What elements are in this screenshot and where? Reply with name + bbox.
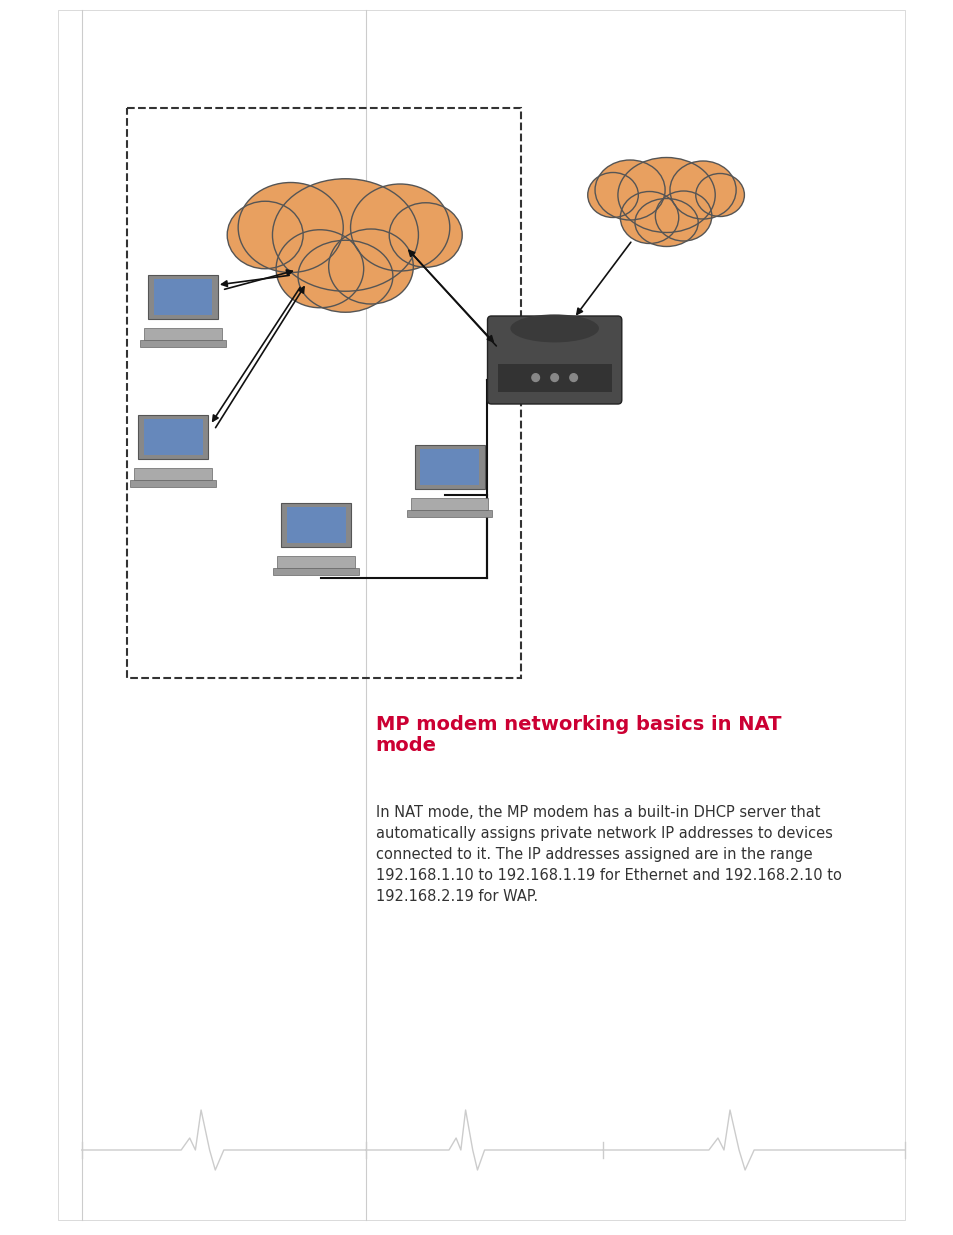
Ellipse shape	[595, 161, 664, 220]
Ellipse shape	[587, 173, 638, 217]
Ellipse shape	[619, 191, 678, 243]
FancyBboxPatch shape	[58, 10, 904, 1220]
Circle shape	[532, 374, 538, 382]
FancyBboxPatch shape	[277, 556, 355, 568]
FancyBboxPatch shape	[287, 508, 345, 542]
FancyBboxPatch shape	[131, 480, 215, 487]
FancyBboxPatch shape	[419, 450, 478, 485]
Circle shape	[569, 374, 577, 382]
Text: In NAT mode, the MP modem has a built-in DHCP server that
automatically assigns : In NAT mode, the MP modem has a built-in…	[375, 805, 841, 904]
Ellipse shape	[329, 228, 413, 304]
FancyBboxPatch shape	[415, 445, 484, 489]
Ellipse shape	[669, 161, 736, 219]
Ellipse shape	[297, 241, 393, 312]
Ellipse shape	[238, 183, 343, 273]
FancyBboxPatch shape	[487, 316, 621, 404]
FancyBboxPatch shape	[144, 420, 202, 454]
Ellipse shape	[227, 201, 303, 269]
FancyBboxPatch shape	[134, 468, 212, 480]
FancyBboxPatch shape	[144, 329, 222, 340]
FancyBboxPatch shape	[281, 503, 351, 547]
Text: MP modem networking basics in NAT
mode: MP modem networking basics in NAT mode	[375, 715, 781, 756]
Ellipse shape	[618, 158, 715, 232]
Ellipse shape	[389, 203, 462, 267]
FancyBboxPatch shape	[274, 568, 358, 574]
Ellipse shape	[655, 191, 711, 241]
Ellipse shape	[510, 315, 598, 342]
FancyBboxPatch shape	[410, 498, 488, 510]
Bar	[127, 107, 520, 678]
FancyBboxPatch shape	[138, 415, 208, 459]
Circle shape	[550, 374, 558, 382]
Ellipse shape	[695, 173, 743, 216]
Ellipse shape	[635, 199, 698, 247]
Ellipse shape	[273, 179, 418, 291]
FancyBboxPatch shape	[497, 364, 611, 391]
FancyBboxPatch shape	[153, 279, 213, 315]
Ellipse shape	[275, 230, 363, 308]
FancyBboxPatch shape	[140, 340, 226, 347]
FancyBboxPatch shape	[406, 510, 492, 516]
FancyBboxPatch shape	[148, 275, 217, 319]
Ellipse shape	[350, 184, 449, 270]
